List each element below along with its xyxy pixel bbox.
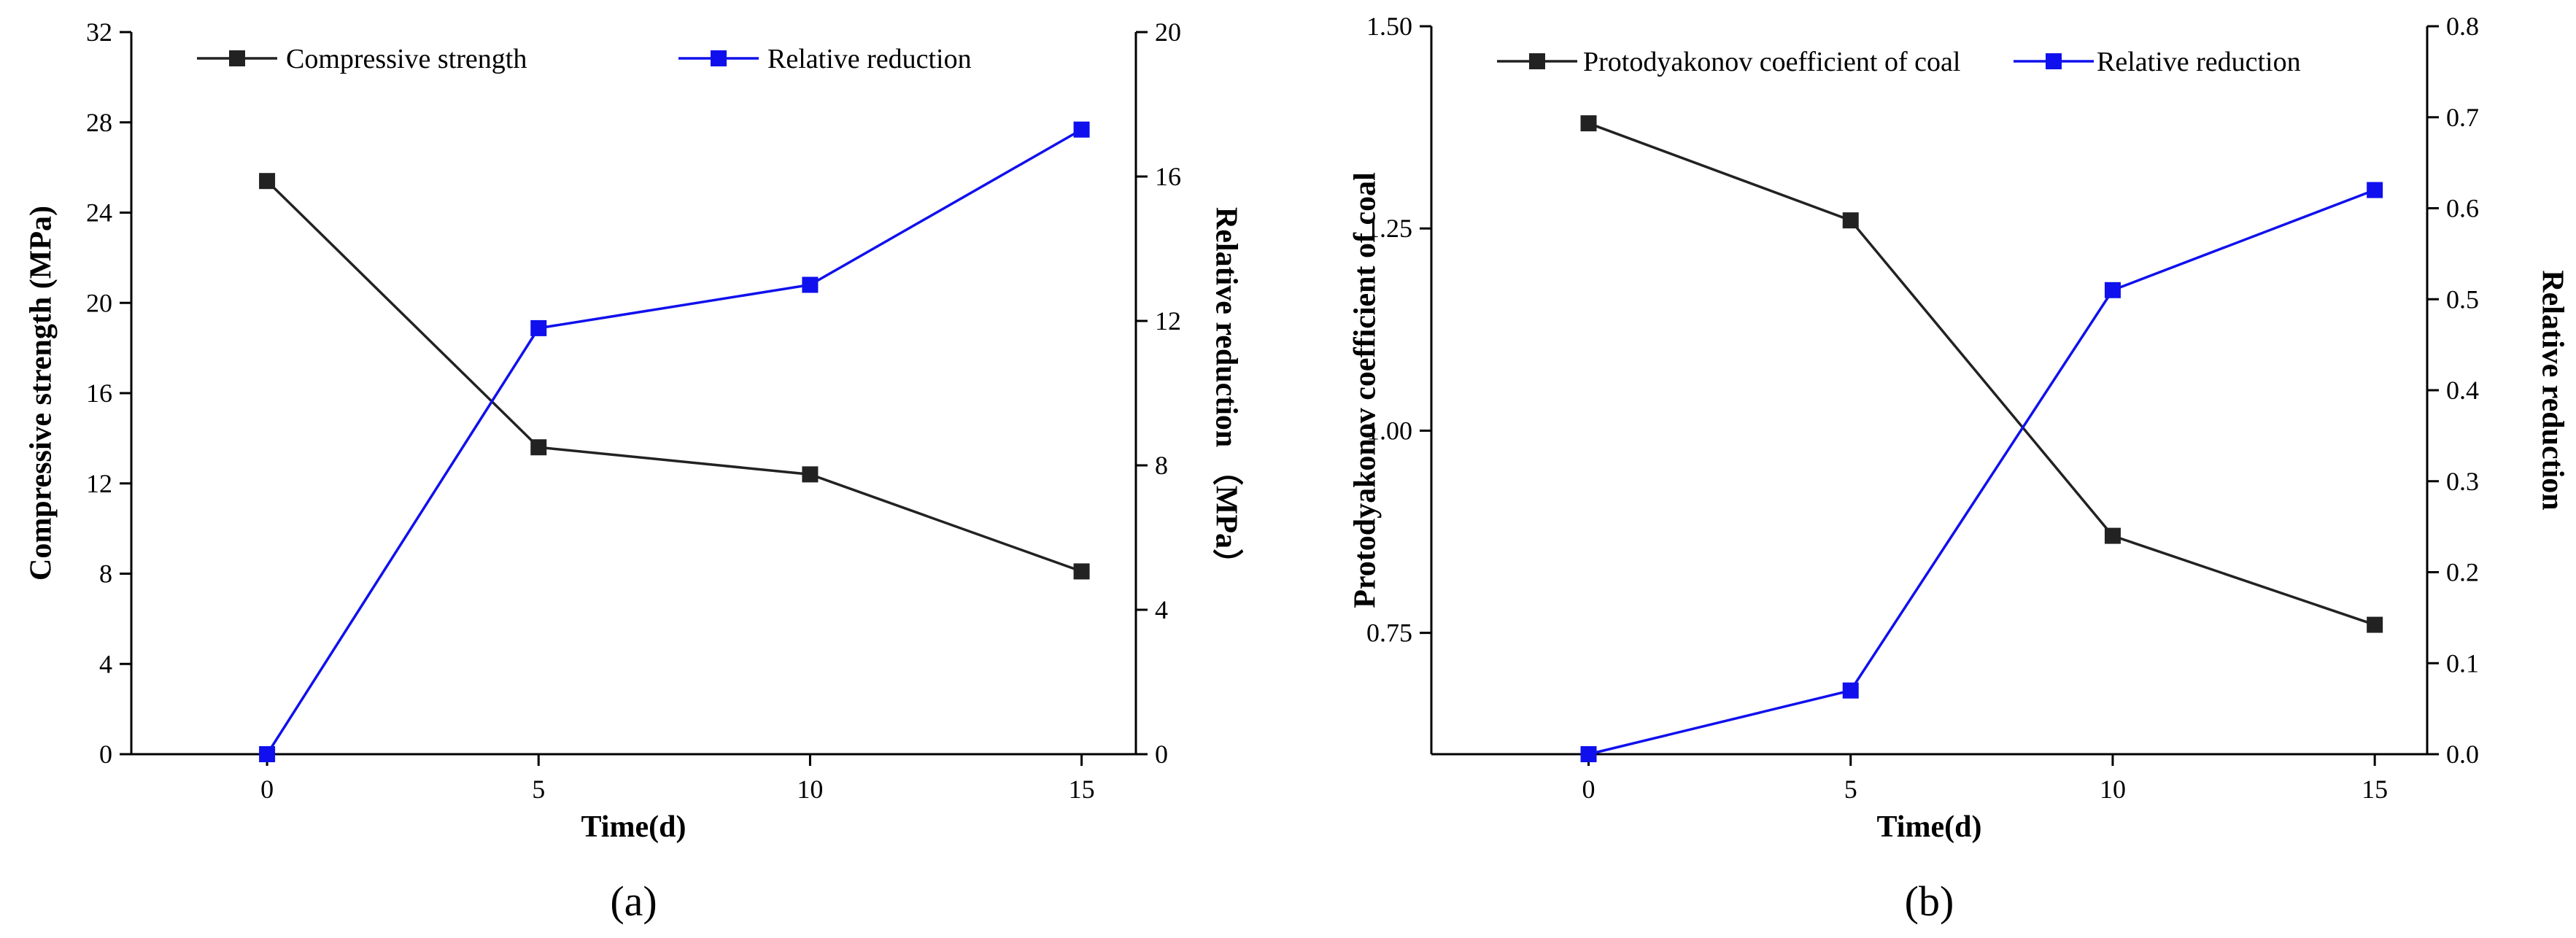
right-series-point — [530, 319, 547, 336]
left-y-axis-title: Compressive strength (MPa) — [25, 206, 58, 581]
right-series-point — [1842, 682, 1859, 699]
right-y-axis-title: Relative reduction — [2535, 270, 2569, 510]
right-series-point — [259, 746, 276, 762]
x-tick-label: 0 — [1582, 775, 1596, 804]
right-y-axis-title: Relative reduction （MPa） — [1209, 207, 1243, 579]
legend-marker — [1529, 53, 1545, 69]
left-y-tick-label: 24 — [86, 198, 112, 228]
right-y-tick-label: 0 — [1155, 740, 1168, 769]
right-y-tick-label: 0.1 — [2446, 648, 2479, 678]
right-y-tick-label: 12 — [1155, 306, 1181, 336]
left-y-tick-label: 0 — [99, 740, 112, 769]
left-series-point — [1842, 212, 1859, 229]
x-tick-label: 10 — [2100, 775, 2126, 804]
left-series-line — [266, 179, 1083, 573]
legend-label: Relative reduction — [2097, 47, 2301, 77]
right-y-tick-label: 0.6 — [2446, 194, 2479, 223]
right-series-point — [2104, 282, 2121, 298]
left-y-tick-label: 1.50 — [1366, 12, 1412, 41]
left-y-tick-label: 1.25 — [1366, 214, 1412, 243]
right-y-tick-label: 16 — [1155, 162, 1181, 191]
right-series-line — [1588, 188, 2375, 756]
left-y-tick-label: 8 — [99, 559, 112, 589]
right-y-tick-label: 0.8 — [2446, 12, 2479, 41]
x-axis-title: Time(d) — [1877, 810, 1982, 844]
chart-panel-b: 0 5 10 15 0.75 1.00 1.25 1.50 0.0 0.1 0.2 0.3 0.4 0.5… — [1349, 12, 2569, 844]
x-tick-label: 15 — [1069, 775, 1095, 804]
left-y-tick-label: 0.75 — [1366, 619, 1412, 648]
right-series-point — [1580, 746, 1597, 762]
x-axis-title: Time(d) — [581, 810, 686, 844]
right-y-tick-label: 0.5 — [2446, 284, 2479, 314]
right-y-tick-label: 8 — [1155, 451, 1168, 480]
left-y-tick-label: 1.00 — [1366, 416, 1412, 445]
right-series-point — [1073, 121, 1090, 138]
panel-label: (a) — [610, 877, 657, 925]
left-series-point — [802, 466, 819, 483]
right-series-point — [2367, 182, 2383, 198]
right-series-line — [266, 128, 1083, 755]
right-y-tick-label: 4 — [1155, 595, 1168, 624]
x-tick-label: 5 — [1844, 775, 1857, 804]
x-tick-label: 15 — [2362, 775, 2388, 804]
left-y-tick-label: 32 — [86, 18, 112, 47]
chart-panel-a: 0 5 10 15 0 4 8 12 16 20 24 28 32 0 4 8 12 16 20 Time(d) Com… — [25, 18, 1244, 844]
left-series-point — [2367, 616, 2383, 633]
left-y-tick-label: 12 — [86, 469, 112, 498]
left-y-tick-label: 20 — [86, 288, 112, 317]
left-y-tick-label: 16 — [86, 379, 112, 408]
legend-label: Compressive strength — [286, 44, 527, 74]
left-series-point — [1580, 115, 1597, 132]
left-series-point — [530, 439, 547, 456]
left-y-tick-label: 4 — [99, 649, 112, 678]
right-y-tick-label: 0.7 — [2446, 103, 2479, 132]
legend-label: Protodyakonov coefficient of coal — [1583, 47, 1960, 77]
right-y-tick-label: 0.0 — [2446, 740, 2479, 769]
right-y-tick-label: 20 — [1155, 18, 1181, 47]
right-y-tick-label: 0.4 — [2446, 376, 2479, 405]
legend-marker — [229, 50, 245, 66]
right-y-tick-label: 0.3 — [2446, 467, 2479, 496]
x-tick-label: 10 — [797, 775, 823, 804]
left-series-point — [2104, 527, 2121, 544]
left-y-axis-title: Protodyakonov coefficient of coal — [1349, 172, 1382, 608]
right-series-point — [802, 276, 819, 293]
legend-marker — [2046, 53, 2062, 69]
panel-label: (b) — [1905, 877, 1954, 925]
left-series-point — [1073, 563, 1090, 580]
left-y-tick-label: 28 — [86, 108, 112, 137]
left-series-point — [259, 173, 276, 190]
left-series-line — [1587, 122, 2375, 627]
legend-label: Relative reduction — [767, 44, 972, 74]
legend-marker — [711, 50, 727, 66]
x-tick-label: 0 — [260, 775, 274, 804]
x-tick-label: 5 — [532, 775, 545, 804]
right-y-tick-label: 0.2 — [2446, 558, 2479, 587]
